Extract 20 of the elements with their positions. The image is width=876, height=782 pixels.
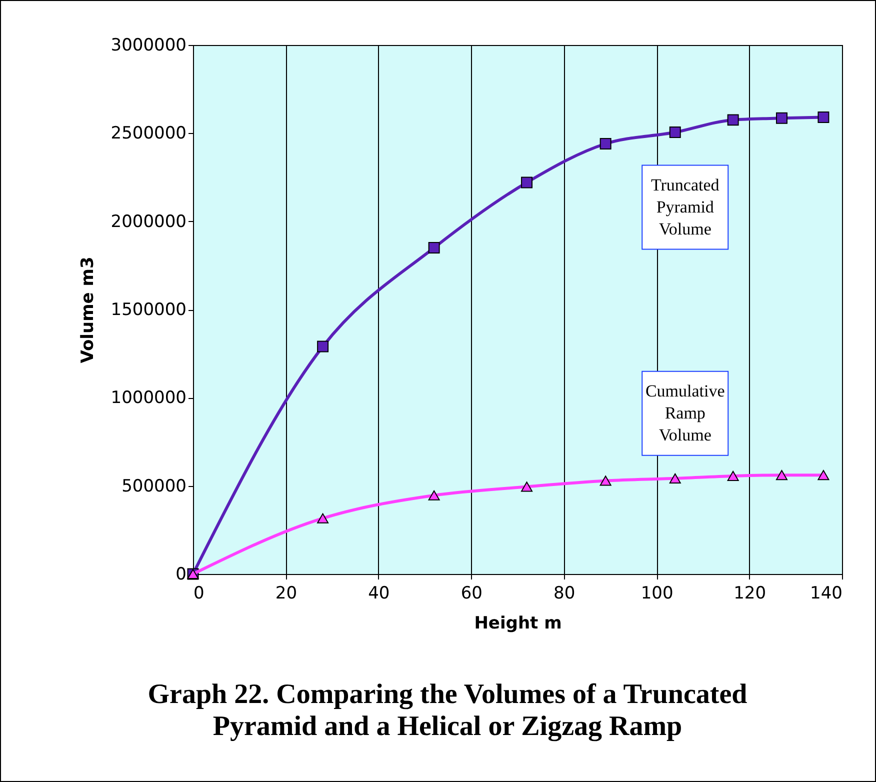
series-label: Cumulative Ramp Volume (645, 381, 725, 444)
y-tick-label: 1500000 (110, 300, 186, 320)
text: Graph 22. Comparing the Volumes of a Truncated Pyramid and a Helical or Zigzag Ramp (148, 679, 748, 742)
x-tick-label: 60 (460, 584, 482, 604)
x-tick-label: 100 (640, 584, 674, 604)
y-tick-label: 500000 (122, 476, 186, 496)
y-tick-label: 1000000 (110, 388, 186, 408)
x-axis-title: Height m (474, 614, 562, 634)
x-tick-label: 0 (194, 584, 204, 604)
x-tick-label: 80 (554, 584, 576, 604)
x-tick-label: 40 (368, 584, 390, 604)
x-tick-label: 140 (810, 584, 842, 604)
x-tick-label: 20 (275, 584, 298, 604)
y-tick-label: 0 (176, 564, 186, 584)
y-tick-label: 2500000 (110, 124, 186, 144)
y-tick-label: 2000000 (110, 212, 186, 232)
x-tick-label: 120 (734, 584, 766, 604)
y-tick-label: 3000000 (110, 36, 186, 56)
text: Truncated Pyramid Volume (650, 175, 720, 238)
y-axis-title: Volume m3 (78, 256, 98, 364)
